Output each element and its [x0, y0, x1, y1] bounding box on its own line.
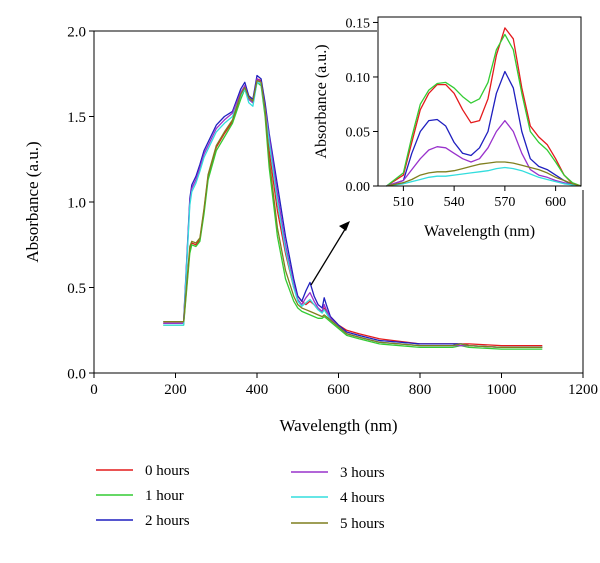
main-y-tick-label: 1.0 [67, 195, 86, 211]
main-series-line-2 [163, 74, 543, 349]
main-x-tick-label: 600 [327, 382, 350, 398]
zoom-arrow-head [339, 221, 350, 231]
main-y-tick-label: 2.0 [67, 24, 86, 40]
zoom-arrow-line [310, 225, 348, 286]
main-x-tick-label: 400 [246, 382, 269, 398]
inset-background [377, 18, 600, 190]
main-y-tick-label: 0.5 [67, 281, 86, 297]
inset-plot-frame [377, 16, 582, 187]
inset-y-tick-label: 0.15 [346, 16, 371, 31]
inset-series-line-4 [386, 166, 582, 187]
inset-y-tick-label: 0.10 [346, 71, 371, 86]
main-series-line-5 [163, 79, 543, 349]
main-x-tick-label: 0 [90, 382, 98, 398]
inset-x-tick-label: 540 [444, 195, 465, 210]
inset-x-tick-label: 570 [494, 195, 515, 210]
main-y-tick-label: 0.0 [67, 366, 86, 382]
inset-y-tick-label: 0.00 [346, 180, 371, 195]
inset-y-tick-label: 0.05 [346, 125, 371, 140]
main-y-axis-label: Absorbance (a.u.) [23, 141, 42, 262]
main-x-tick-label: 1200 [568, 382, 598, 398]
legend-label: 2 hours [145, 513, 190, 529]
inset-x-tick-label: 600 [545, 195, 566, 210]
legend-label: 5 hours [340, 516, 385, 532]
main-x-tick-label: 1000 [487, 382, 517, 398]
inset-x-tick-label: 510 [393, 195, 414, 210]
legend-label: 1 hour [145, 488, 184, 504]
main-y-tick-label: 1.5 [67, 110, 86, 126]
legend-label: 4 hours [340, 490, 385, 506]
main-x-axis-label: Wavelength (nm) [279, 416, 397, 435]
inset-series-line-5 [386, 161, 582, 187]
main-x-tick-label: 800 [409, 382, 432, 398]
main-x-tick-label: 200 [164, 382, 187, 398]
inset-y-axis-label: Absorbance (a.u.) [313, 44, 330, 158]
inset-series-line-1 [386, 33, 582, 187]
inset-series-line-2 [386, 70, 582, 187]
legend-label: 3 hours [340, 465, 385, 481]
inset-series-line-3 [386, 119, 582, 187]
inset-series-line-0 [386, 27, 582, 187]
inset-x-axis-label: Wavelength (nm) [424, 223, 535, 240]
legend-label: 0 hours [145, 463, 190, 479]
